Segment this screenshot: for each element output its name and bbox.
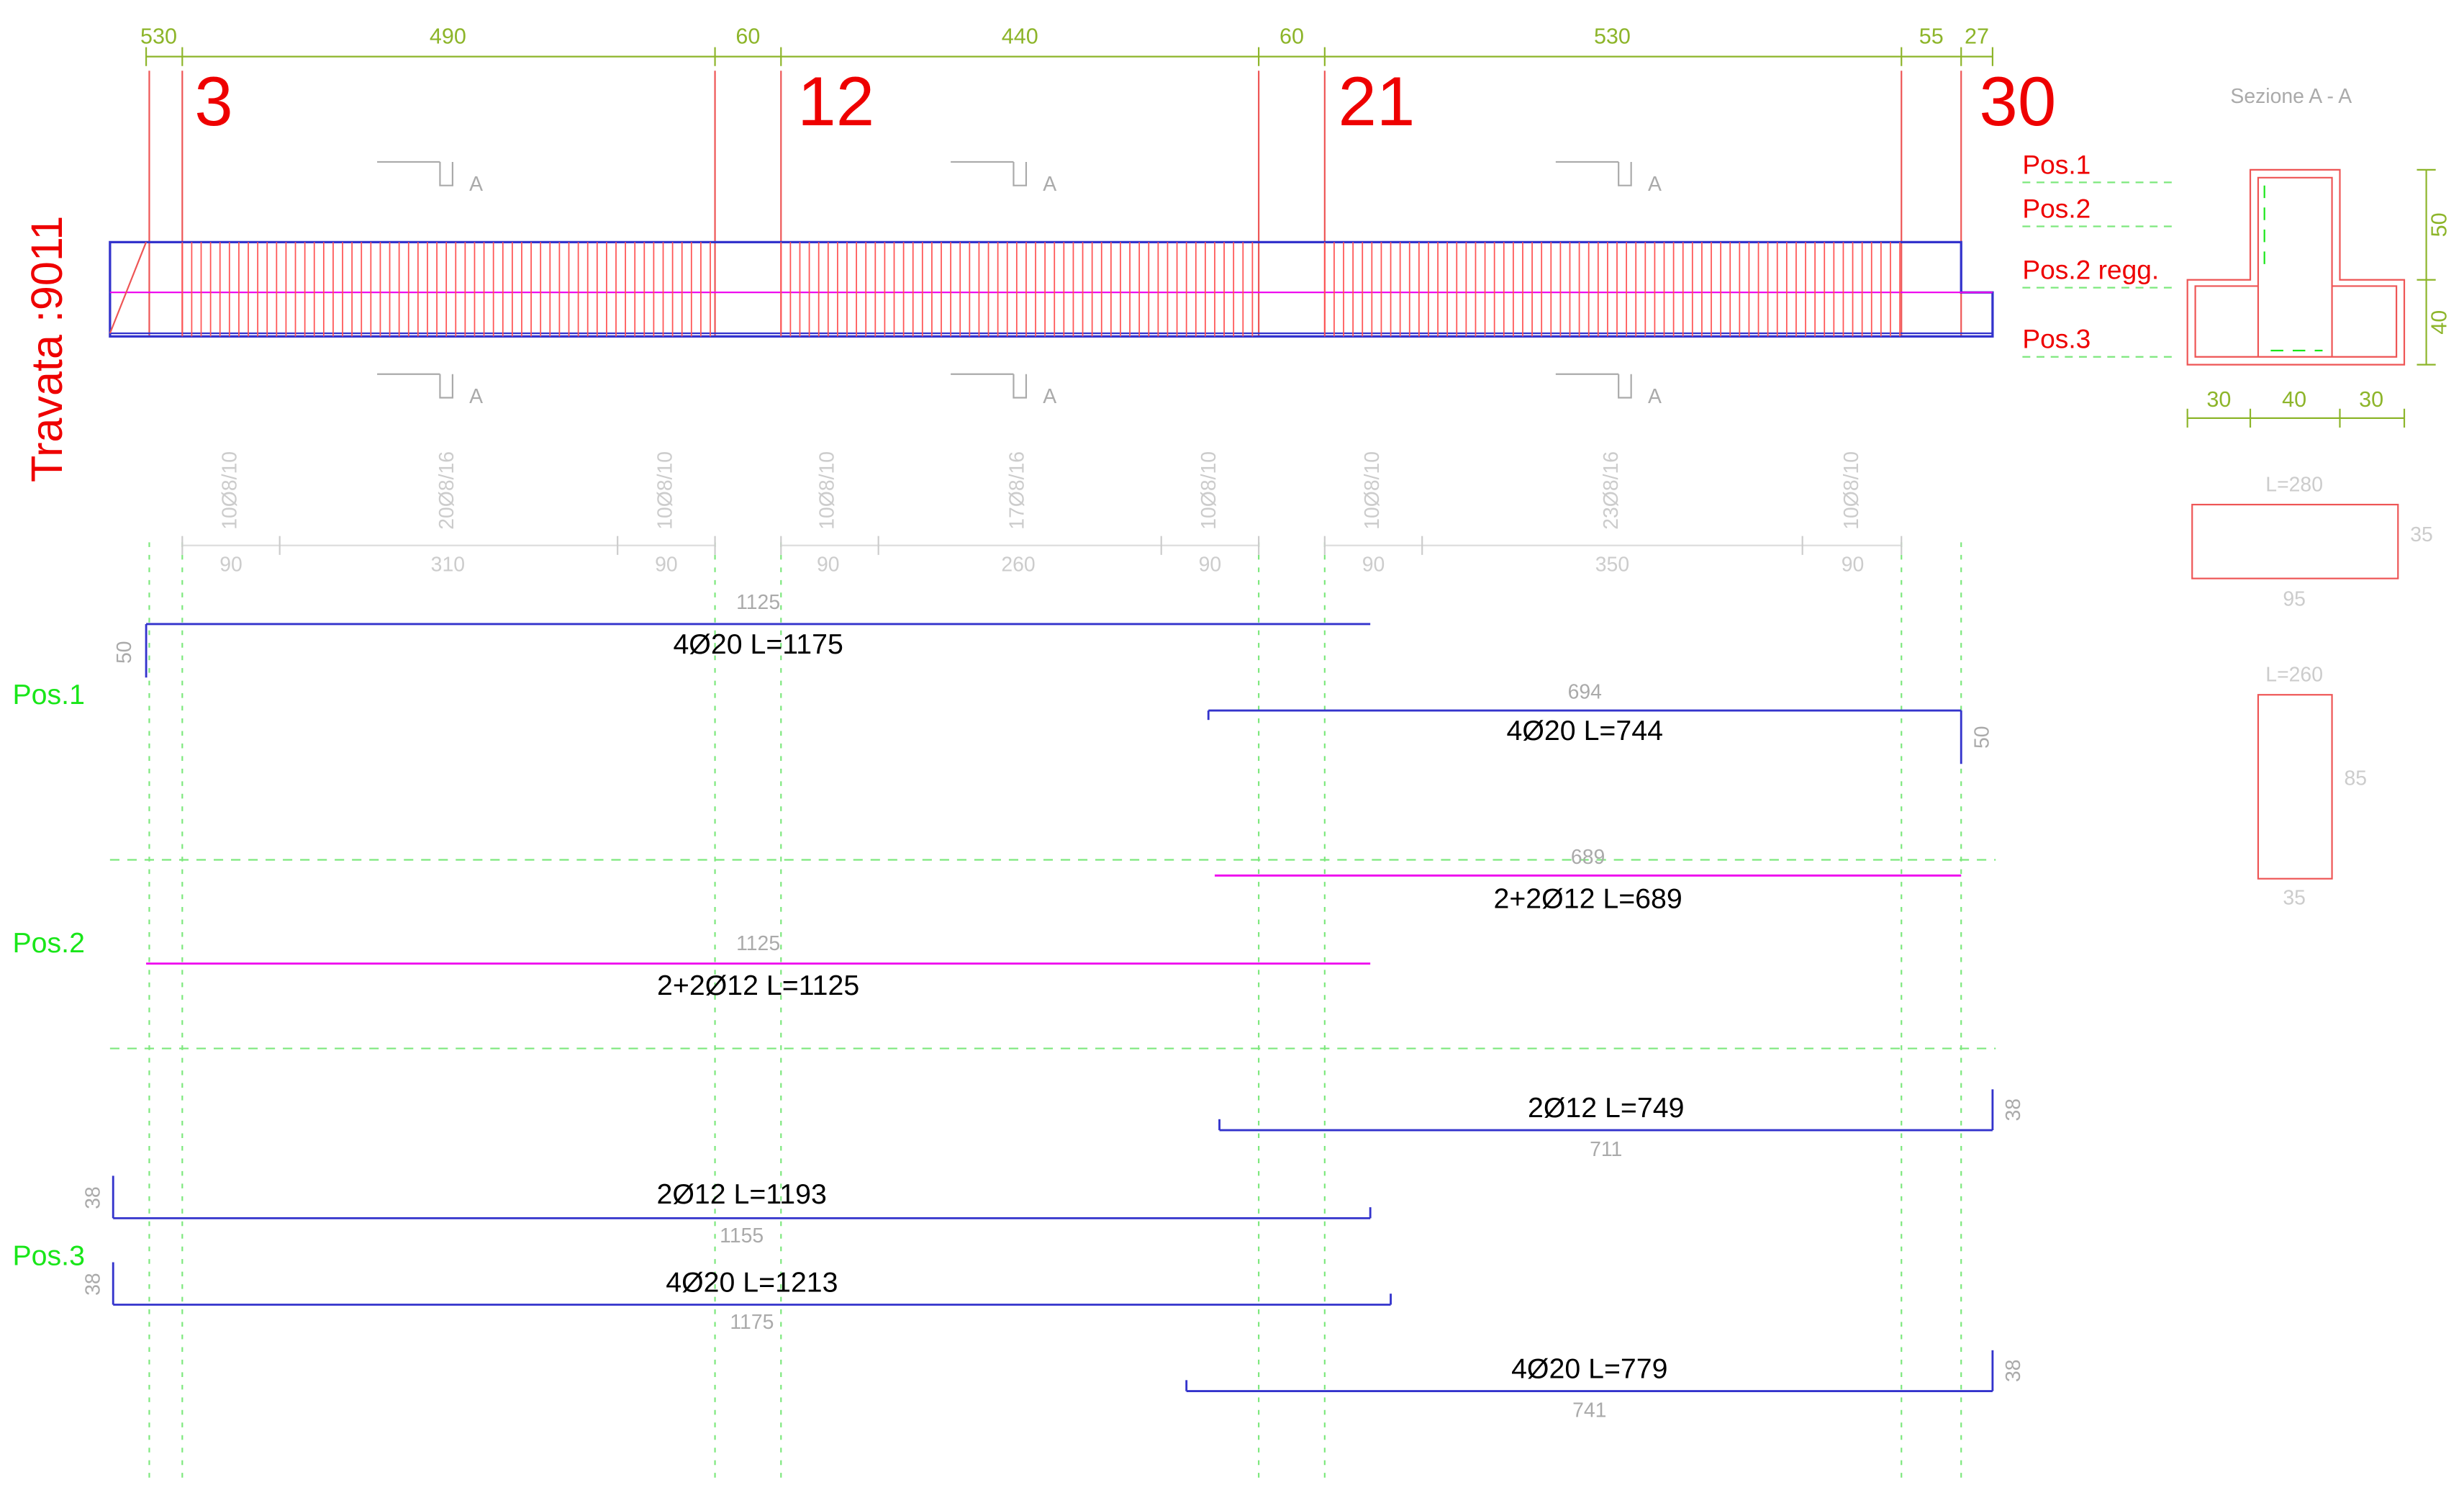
group-label: Pos.1 — [12, 679, 85, 710]
section-letter: A — [1648, 173, 1662, 196]
column-number: 3 — [194, 63, 232, 140]
dimension-text: 30 — [2359, 387, 2383, 412]
bar-length: 1125 — [736, 591, 780, 614]
section-letter: A — [1043, 173, 1056, 196]
stirrup-label: 10Ø8/10 — [1197, 451, 1220, 530]
section-marker — [377, 373, 453, 399]
group-label: Pos.2 — [12, 927, 85, 959]
stirrup-shape — [2257, 694, 2333, 880]
section-letter: A — [1648, 385, 1662, 408]
bar-length: 689 — [1571, 846, 1605, 869]
stirrup-label: 20Ø8/16 — [435, 451, 458, 530]
stirrup-label: 10Ø8/10 — [815, 451, 838, 530]
stirrup-spacing: 90 — [1199, 554, 1222, 577]
dimension-text: 60 — [1279, 24, 1304, 49]
section-marker — [1555, 373, 1632, 399]
bar-label: 2+2Ø12 L=689 — [1493, 883, 1682, 915]
position-label: Pos.1 — [2022, 149, 2091, 179]
stirrup-length: L=260 — [2265, 664, 2323, 687]
position-label: Pos.3 — [2022, 324, 2091, 354]
stirrup-label: 10Ø8/10 — [1361, 451, 1384, 530]
bar-label: 2Ø12 L=749 — [1528, 1092, 1684, 1124]
hook-length: 38 — [2002, 1359, 2025, 1382]
stirrup-side: 35 — [2410, 523, 2433, 546]
beam-label: Travata :9011 — [22, 216, 71, 482]
section-marker — [951, 161, 1028, 186]
stirrup-spacing: 90 — [219, 554, 243, 577]
section-letter: A — [469, 173, 483, 196]
section-marker — [377, 161, 453, 186]
dimension-text: 30 — [2206, 387, 2231, 412]
dimension-text: 530 — [140, 24, 177, 49]
beam-outline — [109, 240, 1994, 338]
stirrup-length: L=280 — [2265, 473, 2323, 496]
hook — [109, 241, 148, 334]
stirrup-label: 10Ø8/10 — [653, 451, 676, 530]
bar-length: 711 — [1590, 1138, 1622, 1161]
dimension-text: 440 — [1002, 24, 1038, 49]
section-outline — [2186, 168, 2406, 366]
bar-label: 4Ø20 L=744 — [1507, 715, 1663, 746]
stirrup-spacing: 90 — [817, 554, 840, 577]
column-number: 12 — [797, 63, 874, 140]
bar-length: 1155 — [720, 1224, 764, 1247]
position-label: Pos.2 — [2022, 193, 2091, 223]
stirrup-bottom: 35 — [2283, 887, 2306, 910]
hook-length: 38 — [2002, 1098, 2025, 1121]
hook-length: 38 — [82, 1186, 105, 1209]
dimension-text: 530 — [1594, 24, 1631, 49]
hook-length: 50 — [1970, 726, 1993, 749]
position-label: Pos.2 regg. — [2022, 255, 2159, 285]
stirrup-spacing: 90 — [1842, 554, 1865, 577]
dimension-text: 60 — [735, 24, 760, 49]
dimension-text: 55 — [1919, 24, 1944, 49]
column-number: 21 — [1338, 63, 1415, 140]
stirrup-bottom: 95 — [2283, 588, 2306, 611]
bar-length: 1175 — [730, 1311, 774, 1334]
bar-label: 2+2Ø12 L=1125 — [657, 970, 859, 1001]
hook-length: 38 — [82, 1273, 105, 1296]
bar-label: 2Ø12 L=1193 — [657, 1178, 827, 1210]
section-letter: A — [469, 385, 483, 408]
bar-length: 1125 — [736, 932, 780, 955]
dimension-text: 40 — [2282, 387, 2306, 412]
stirrup-label: 10Ø8/10 — [219, 451, 242, 530]
bar-label: 4Ø20 L=1213 — [666, 1266, 838, 1298]
dimension-text: 40 — [2427, 310, 2451, 335]
stirrup-label: 23Ø8/16 — [1600, 451, 1623, 530]
bar-label: 4Ø20 L=779 — [1511, 1353, 1667, 1385]
bar-label: 4Ø20 L=1175 — [673, 628, 843, 660]
stirrup-shape — [2191, 503, 2399, 579]
stirrup-spacing: 90 — [1362, 554, 1385, 577]
bar-length: 694 — [1568, 681, 1602, 704]
stirrup-spacing: 350 — [1595, 554, 1629, 577]
stirrup-spacing: 260 — [1001, 554, 1035, 577]
group-label: Pos.3 — [12, 1240, 85, 1271]
stirrup-label: 17Ø8/16 — [1006, 451, 1029, 530]
stirrup-spacing: 310 — [431, 554, 465, 577]
section-marker — [951, 373, 1028, 399]
section-letter: A — [1043, 385, 1056, 408]
section-title: Sezione A - A — [2230, 85, 2352, 108]
hook-length: 50 — [113, 641, 136, 664]
column-number: 30 — [1979, 63, 2056, 140]
dimension-text: 50 — [2427, 212, 2451, 237]
stirrup-side: 85 — [2345, 767, 2368, 790]
section-inner — [2194, 176, 2398, 358]
stirrup-spacing: 90 — [655, 554, 678, 577]
section-marker — [1555, 161, 1632, 186]
bar-length: 741 — [1572, 1399, 1606, 1422]
dimension-text: 27 — [1965, 24, 1989, 49]
dimension-text: 490 — [430, 24, 466, 49]
stirrup-label: 10Ø8/10 — [1840, 451, 1863, 530]
